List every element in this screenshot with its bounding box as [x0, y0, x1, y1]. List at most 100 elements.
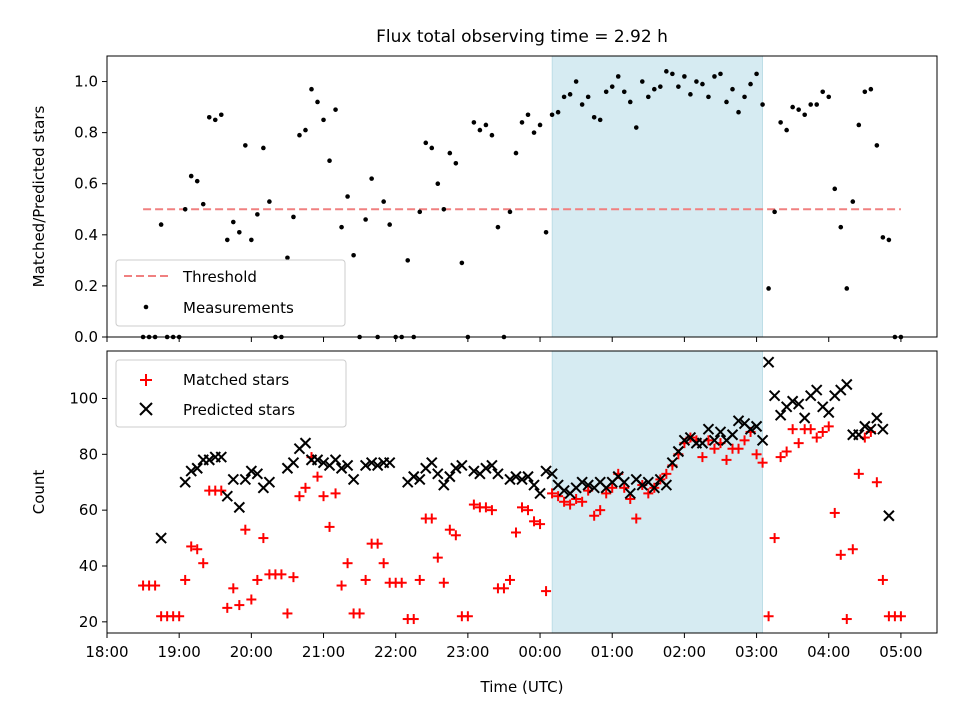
measurement-point: [351, 252, 356, 258]
measurement-point: [218, 112, 224, 118]
measurement-point: [826, 94, 832, 100]
matched-star-point: [877, 574, 888, 585]
y-tick-label: 20: [79, 613, 98, 631]
matched-star-point: [535, 519, 546, 530]
legend-measurements-label: Measurements: [183, 299, 294, 317]
measurement-point: [591, 115, 597, 120]
matched-star-point: [300, 482, 311, 493]
measurement-point: [585, 94, 591, 100]
chart-title: Flux total observing time = 2.92 h: [376, 27, 668, 47]
matched-star-point: [198, 558, 209, 569]
measurement-point: [224, 237, 230, 243]
matched-star-point: [258, 533, 269, 544]
x-tick-label: 18:00: [85, 643, 128, 661]
y-tick-label: 0.4: [74, 226, 98, 244]
matched-star-point: [240, 524, 251, 535]
matched-star-point: [625, 493, 636, 504]
predicted-star-point: [221, 490, 233, 502]
matched-star-point: [541, 586, 552, 597]
predicted-star-point: [750, 420, 763, 433]
matched-star-point: [565, 499, 576, 510]
measurement-point: [303, 127, 308, 133]
measurement-point: [447, 150, 453, 156]
matched-star-point: [426, 513, 437, 524]
measurement-point: [874, 143, 880, 148]
predicted-star-point: [317, 456, 330, 469]
matched-star-point: [787, 424, 798, 435]
measurement-point: [309, 86, 314, 92]
measurement-point: [200, 201, 206, 207]
predicted-star-point: [371, 459, 384, 472]
measurement-point: [796, 107, 801, 112]
measurement-point: [495, 224, 501, 230]
matched-star-point: [324, 521, 335, 532]
predicted-star-point: [762, 356, 775, 368]
top-x-ticks: [106, 337, 902, 342]
y-tick-label: 0.0: [74, 328, 98, 346]
measurement-point: [459, 260, 465, 266]
predicted-star-point: [408, 470, 420, 483]
predicted-star-point: [865, 423, 877, 435]
measurement-point: [339, 224, 344, 230]
measurement-point: [682, 74, 687, 79]
measurement-point: [664, 69, 669, 74]
predicted-star-point: [636, 479, 648, 491]
measurement-point: [291, 214, 296, 220]
matched-star-point: [222, 602, 233, 613]
bottom-panel: 20 40 60 80 100 18:00 19:00 20:00 21:00 22:00 23:…: [30, 350, 938, 696]
measurement-point: [345, 194, 350, 199]
measurement-point: [633, 125, 639, 130]
measurement-point: [579, 102, 585, 107]
matched-star-point: [619, 482, 630, 493]
matched-star-point: [504, 574, 515, 585]
predicted-star-point: [678, 434, 691, 447]
measurement-point: [844, 286, 850, 291]
x-tick-label: 05:00: [879, 643, 922, 661]
measurement-points: [140, 69, 904, 340]
matched-star-point: [757, 457, 768, 468]
measurement-point: [856, 122, 862, 128]
matched-star-point: [733, 443, 744, 454]
predicted-star-point: [672, 445, 685, 458]
matched-star-point: [486, 505, 497, 516]
y-tick-label: 40: [79, 557, 98, 575]
x-tick-label: 20:00: [230, 643, 273, 661]
matched-star-point: [408, 614, 419, 625]
measurement-point: [261, 145, 266, 151]
matched-star-point: [510, 527, 521, 538]
matched-star-point: [763, 611, 774, 622]
measurement-point: [429, 145, 435, 151]
matched-star-point: [450, 530, 461, 541]
predicted-star-point: [702, 423, 715, 435]
measurement-point: [507, 209, 513, 215]
matched-star-point: [811, 432, 822, 443]
predicted-star-point: [540, 465, 552, 477]
x-axis-label: Time (UTC): [480, 678, 564, 696]
matched-star-point: [342, 558, 353, 569]
matched-star-point: [895, 611, 906, 622]
predicted-star-point: [185, 465, 197, 477]
matched-star-point: [661, 468, 672, 479]
measurement-point: [609, 84, 615, 89]
measurement-point: [820, 89, 826, 95]
matched-star-point: [643, 488, 654, 499]
predicted-star-point: [618, 476, 630, 488]
matched-star-point: [847, 544, 858, 555]
predicted-star-point: [504, 473, 516, 486]
measurement-point: [537, 122, 543, 128]
matched-star-point: [577, 496, 588, 507]
matched-star-point: [228, 583, 239, 594]
measurement-point: [453, 160, 459, 166]
matched-star-point: [823, 421, 834, 432]
y-tick-label: 100: [69, 389, 98, 407]
x-tick-label: 19:00: [158, 643, 201, 661]
measurement-point: [802, 112, 807, 118]
measurement-point: [549, 112, 555, 118]
matched-star-point: [817, 426, 828, 437]
matched-star-point: [468, 499, 479, 510]
predicted-star-point: [768, 389, 781, 402]
bottom-legend: Matched stars Predicted stars: [115, 359, 347, 428]
predicted-star-point: [811, 384, 823, 396]
measurement-point: [387, 222, 392, 227]
